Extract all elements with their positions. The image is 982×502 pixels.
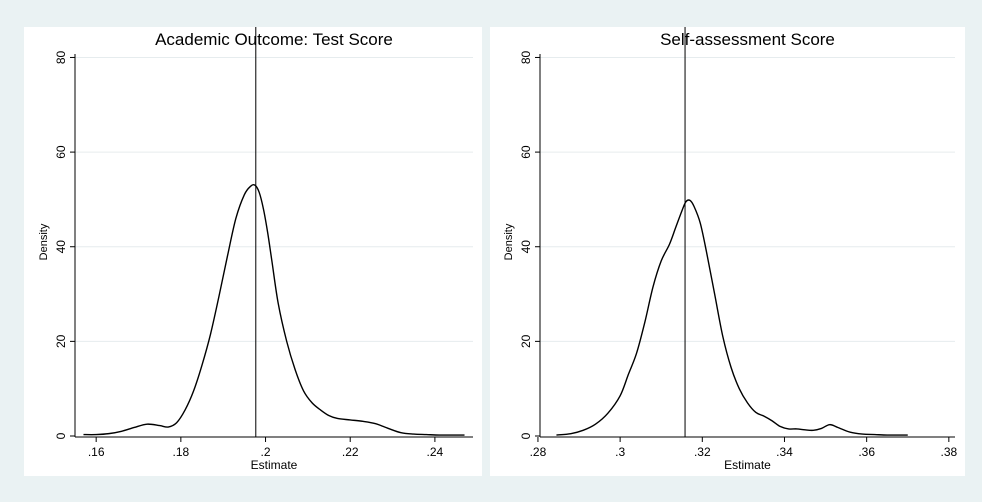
y-tick-label: 0	[519, 432, 533, 439]
x-tick-label: .16	[88, 445, 105, 459]
graph-region	[490, 27, 965, 476]
y-axis-title: Density	[38, 223, 50, 260]
y-tick-label: 40	[519, 240, 533, 254]
panel-test-score: 0 20 40 60 80 .16 .18 .2 .22 .24 Density Estimate Ac…	[24, 27, 482, 476]
y-tick-label: 40	[54, 240, 68, 254]
x-tick-label: .36	[858, 445, 875, 459]
chart-title: Academic Outcome: Test Score	[155, 30, 393, 49]
density-curve	[556, 199, 908, 436]
y-tick-label: 80	[54, 50, 68, 64]
y-tick-label: 0	[54, 432, 68, 439]
x-tick-label: .34	[776, 445, 793, 459]
x-tick-label: .24	[427, 445, 444, 459]
chart-title: Self-assessment Score	[660, 30, 835, 49]
y-tick-label: 60	[519, 145, 533, 159]
x-tick-label: .22	[342, 445, 359, 459]
x-tick-label: .32	[694, 445, 711, 459]
x-tick-label: .3	[615, 445, 625, 459]
y-axis-title: Density	[503, 223, 515, 260]
graph-region	[24, 27, 482, 476]
x-axis-title: Estimate	[251, 458, 298, 472]
density-curve	[83, 183, 465, 436]
y-tick-label: 20	[519, 334, 533, 348]
x-tick-label: .38	[940, 445, 957, 459]
y-tick-label: 60	[54, 145, 68, 159]
y-tick-label: 20	[54, 334, 68, 348]
x-tick-label: .2	[261, 445, 271, 459]
x-axis-title: Estimate	[724, 458, 771, 472]
y-tick-label: 80	[519, 50, 533, 64]
panel-self-assessment: 0 20 40 60 80 .28 .3 .32 .34 .36 .38 Density Estimat…	[490, 27, 965, 476]
x-tick-label: .18	[173, 445, 190, 459]
x-tick-label: .28	[530, 445, 547, 459]
